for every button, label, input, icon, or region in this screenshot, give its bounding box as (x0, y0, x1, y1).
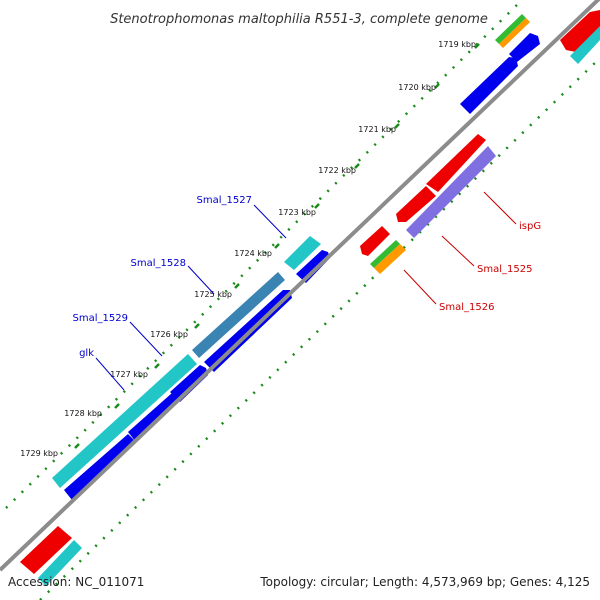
feature-cyan-bottom (38, 540, 82, 586)
tick-label-1719: 1719 kbp (438, 40, 476, 49)
feature-blue-1524 (296, 250, 330, 283)
leader-smal-1526 (403, 269, 437, 305)
tick-1726 (194, 323, 200, 329)
forward-leaders (95, 204, 287, 391)
feature-blue-glk (170, 365, 208, 402)
leader-glk (95, 357, 125, 391)
feature-blue-mid (128, 393, 180, 442)
tick-label-1724: 1724 kbp (234, 249, 272, 258)
inner-dot-track (39, 57, 600, 600)
feature-ispg-left (396, 186, 436, 222)
tick-1720 (434, 83, 440, 89)
genome-backbone (0, 0, 600, 572)
tick-marks (74, 43, 480, 449)
feature-blue-top (509, 33, 540, 62)
feature-cyan-top-right (570, 26, 600, 64)
leader-ispg (483, 191, 517, 225)
tick-1719 (474, 43, 480, 49)
gene-label-smal-1527[interactable]: Smal_1527 (197, 195, 252, 206)
map-title: Stenotrophomonas maltophilia R551-3, com… (110, 12, 488, 27)
tick-label-1729: 1729 kbp (20, 449, 58, 458)
feature-smal-1528 (192, 272, 285, 358)
feature-green-top (495, 14, 526, 44)
gene-label-smal-1526[interactable]: Smal_1526 (439, 302, 494, 313)
tick-1729 (74, 443, 80, 449)
feature-red-1526 (360, 226, 390, 256)
tick-1725 (234, 283, 240, 289)
forward-features (20, 14, 540, 586)
leader-smal-1528 (187, 265, 215, 295)
leader-smal-1529 (129, 321, 163, 357)
feature-smal-1525 (406, 146, 496, 238)
feature-red-top-right (560, 10, 600, 52)
feature-orange-1526 (374, 244, 406, 274)
genome-summary-text: Topology: circular; Length: 4,573,969 bp… (259, 575, 590, 589)
tick-1722 (354, 163, 360, 169)
tick-label-1721: 1721 kbp (358, 125, 396, 134)
feature-red-bottom (20, 526, 72, 574)
tick-1727 (154, 363, 160, 369)
tick-label-1726: 1726 kbp (150, 330, 188, 339)
gene-label-glk[interactable]: glk (79, 348, 94, 359)
feature-blue-low (64, 434, 136, 500)
gene-label-smal-1528[interactable]: Smal_1528 (131, 258, 186, 269)
tick-label-1727: 1727 kbp (110, 370, 148, 379)
leader-smal-1525 (441, 235, 475, 267)
reverse-leaders (403, 191, 517, 305)
feature-ispg (426, 134, 486, 192)
leader-smal-1527 (253, 204, 287, 239)
accession-text: Accession: NC_011071 (8, 575, 144, 589)
tick-1721 (394, 123, 400, 129)
gene-label-smal-1525[interactable]: Smal_1525 (477, 264, 532, 275)
feature-orange-top (499, 18, 530, 48)
gene-label-ispg[interactable]: ispG (519, 221, 541, 232)
feature-blue-1720 (460, 57, 518, 114)
tick-label-1720: 1720 kbp (398, 83, 436, 92)
tick-label-1722: 1722 kbp (318, 166, 356, 175)
tick-label-1723: 1723 kbp (278, 208, 316, 217)
feature-green-1526 (370, 240, 400, 268)
tick-1724 (274, 243, 280, 249)
feature-smal-1529 (52, 354, 197, 488)
tick-label-1725: 1725 kbp (194, 290, 232, 299)
tick-label-1728: 1728 kbp (64, 409, 102, 418)
gene-label-smal-1529[interactable]: Smal_1529 (73, 313, 128, 324)
reverse-features (360, 10, 600, 274)
tick-1728 (114, 403, 120, 409)
tick-1723 (314, 203, 320, 209)
feature-smal-1527 (284, 236, 321, 270)
